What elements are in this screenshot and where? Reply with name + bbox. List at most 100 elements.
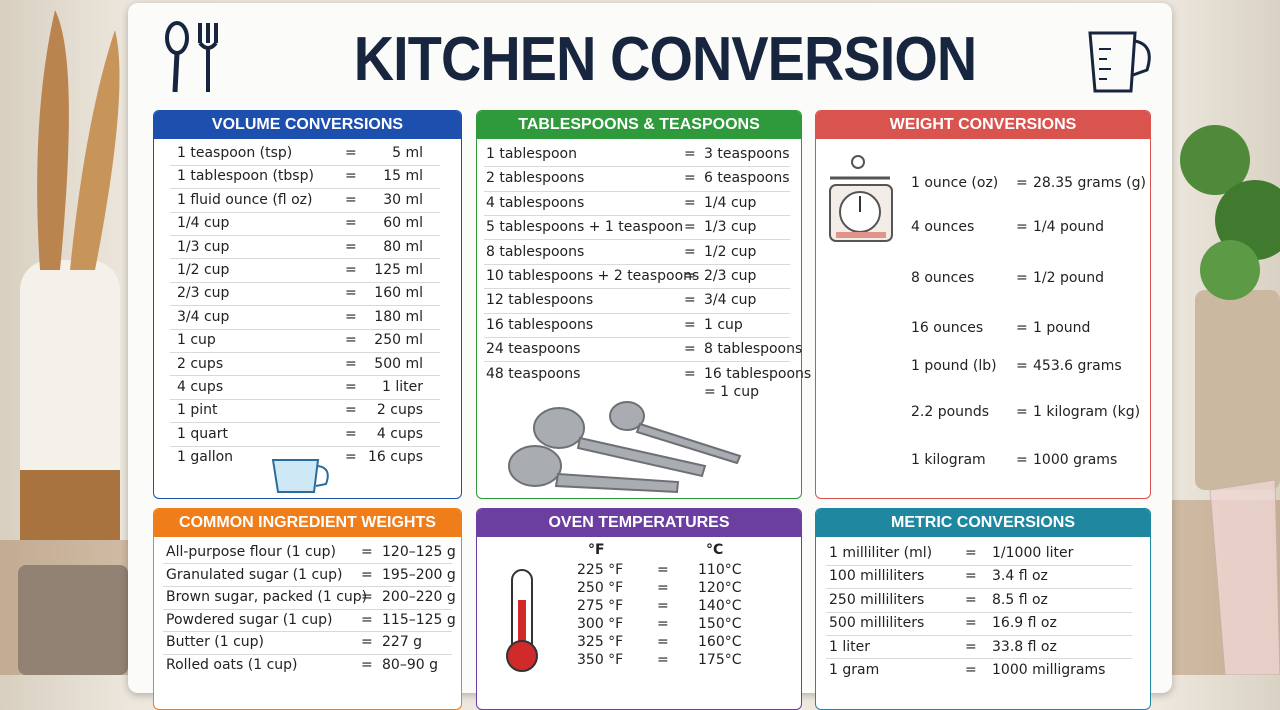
row-label: 1 liter (829, 638, 870, 655)
row-value: 175°C (698, 652, 742, 668)
equals: = (965, 591, 977, 608)
column-header: °C (706, 542, 724, 558)
row-separator (484, 312, 790, 314)
metal-cups (18, 565, 128, 675)
equals: = (684, 219, 696, 236)
row-value: 5 ml (392, 145, 423, 161)
row-separator (826, 611, 1132, 613)
panel: WEIGHT CONVERSIONS (815, 110, 1151, 499)
row-value: 16.9 fl oz (992, 615, 1057, 632)
row-separator (163, 653, 452, 655)
equals: = (1016, 404, 1028, 420)
row-label: 275 °F (577, 598, 624, 614)
row-value: 180 ml (374, 308, 423, 325)
equals: = (657, 634, 669, 650)
row-label: 1 tablespoon (tbsp) (177, 168, 314, 185)
row-separator (170, 164, 440, 166)
row-label: 24 teaspoons (486, 341, 581, 358)
equals: = (345, 285, 357, 302)
row-separator (170, 422, 440, 424)
row-separator (163, 585, 452, 587)
row-separator (170, 351, 440, 353)
row-label: Granulated sugar (1 cup) (166, 566, 343, 583)
equals: = (965, 568, 977, 585)
row-label: 1 milliliter (ml) (829, 545, 933, 561)
row-label: 10 tablespoons + 2 teaspoons (486, 268, 700, 284)
row-value: 115–125 g (382, 611, 456, 628)
row-value: 1 kilogram (kg) (1033, 404, 1141, 420)
equals: = (345, 449, 357, 466)
equals: = (1016, 320, 1028, 336)
row-label: 16 ounces (911, 320, 984, 336)
row-value: 1/2 cup (704, 243, 757, 260)
row-label: 2/3 cup (177, 285, 230, 302)
row-label: 1/3 cup (177, 238, 230, 255)
wooden-spatula (70, 30, 120, 270)
row-value: 160 ml (374, 285, 423, 302)
row-label: 2.2 pounds (911, 404, 990, 420)
row-separator (826, 588, 1132, 590)
row-label: 1 teaspoon (tsp) (177, 145, 293, 161)
row-label: 1 pint (177, 402, 218, 419)
row-value: 120°C (698, 580, 742, 596)
crock-base (20, 470, 120, 540)
row-label: Rolled oats (1 cup) (166, 657, 298, 673)
panel-title: COMMON INGREDIENT WEIGHTS (154, 509, 461, 537)
row-label: All-purpose flour (1 cup) (166, 544, 336, 560)
row-value: 3 teaspoons (704, 146, 790, 162)
row-value: 160°C (698, 634, 742, 650)
row-separator (484, 337, 790, 338)
equals: = (684, 292, 696, 309)
row-value: 80 ml (383, 238, 423, 255)
panel-title: WEIGHT CONVERSIONS (816, 111, 1150, 139)
equals: = (1016, 358, 1028, 374)
row-separator (170, 328, 440, 330)
row-label: 300 °F (577, 616, 624, 632)
plant-pot (1195, 290, 1280, 490)
row-value: 250 ml (374, 332, 423, 349)
row-label: 225 °F (577, 562, 624, 578)
equals: = (657, 598, 669, 614)
equals: = (361, 566, 373, 583)
row-label: 1/2 cup (177, 262, 230, 278)
row-value: 16 tablespoons = 1 cup (704, 365, 812, 400)
panel-title: OVEN TEMPERATURES (477, 509, 801, 537)
equals: = (965, 662, 977, 678)
row-separator (170, 375, 440, 377)
panel: OVEN TEMPERATURES (476, 508, 802, 710)
row-label: 4 tablespoons (486, 194, 585, 211)
row-value: 1 cup (704, 316, 743, 333)
row-value: 33.8 fl oz (992, 638, 1057, 655)
row-value: 3.4 fl oz (992, 568, 1048, 585)
equals: = (361, 657, 373, 673)
row-value: 60 ml (383, 215, 423, 232)
row-value: 16 cups (367, 449, 423, 466)
row-label: 1 kilogram (911, 452, 986, 468)
row-separator (170, 305, 440, 307)
row-value: 150°C (698, 616, 742, 632)
equals: = (361, 634, 373, 651)
row-label: 1/4 cup (177, 215, 230, 232)
row-value: 2 cups (376, 402, 423, 419)
row-value: 1/4 pound (1033, 219, 1105, 235)
row-separator (163, 631, 452, 633)
counter (0, 540, 130, 675)
row-value: 28.35 grams (g) (1033, 175, 1146, 191)
row-value: 8 tablespoons (704, 341, 803, 358)
row-value: 453.6 grams (1033, 358, 1122, 374)
row-value: 1/2 pound (1033, 270, 1105, 286)
row-label: Butter (1 cup) (166, 634, 265, 651)
wooden-spoon (37, 10, 69, 270)
equals: = (345, 425, 357, 442)
row-value: 1/3 cup (704, 219, 757, 236)
row-label: 325 °F (577, 634, 624, 650)
panel: METRIC CONVERSIONS (815, 508, 1151, 710)
row-label: 2 cups (177, 355, 224, 372)
equals: = (345, 238, 357, 255)
equals: = (657, 652, 669, 668)
row-separator (484, 215, 790, 216)
row-label: 1 fluid ounce (fl oz) (177, 191, 313, 208)
equals: = (657, 562, 669, 578)
equals: = (345, 332, 357, 349)
row-label: 1 ounce (oz) (911, 175, 999, 191)
